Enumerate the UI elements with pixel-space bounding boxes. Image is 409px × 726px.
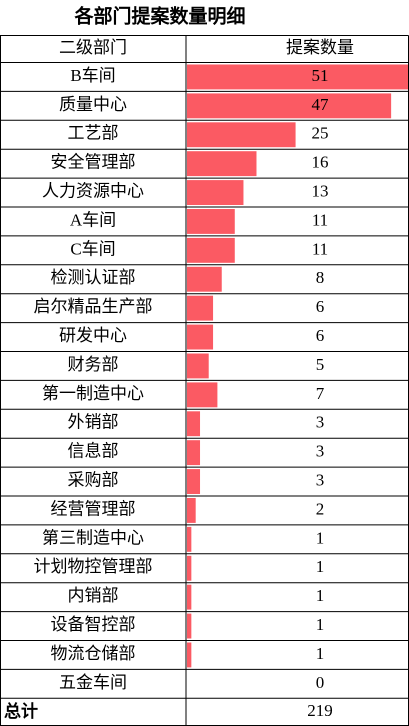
- count-cell: 25: [312, 124, 329, 143]
- count-cell: 5: [316, 355, 325, 374]
- data-bar: [187, 642, 192, 668]
- count-cell: 11: [312, 210, 328, 229]
- count-cell: 1: [316, 586, 325, 605]
- total-value: 219: [307, 701, 333, 720]
- dept-cell: 外销部: [68, 413, 119, 432]
- data-bar: [187, 526, 192, 552]
- data-bar: [187, 237, 235, 263]
- dept-cell: A车间: [70, 210, 116, 229]
- dept-cell: 信息部: [68, 442, 119, 461]
- count-cell: 1: [316, 615, 325, 634]
- dept-cell: 计划物控管理部: [34, 557, 153, 576]
- data-bar: [187, 324, 214, 350]
- data-bar: [187, 295, 214, 321]
- header-cell: 二级部门: [59, 38, 127, 57]
- data-bar: [187, 498, 196, 523]
- data-bar: [187, 382, 218, 408]
- data-bar: [187, 93, 392, 119]
- dept-cell: 采购部: [68, 470, 119, 489]
- dept-cell: 质量中心: [59, 95, 127, 114]
- count-cell: 8: [316, 268, 325, 287]
- data-bar: [187, 584, 192, 610]
- count-cell: 6: [316, 297, 325, 316]
- count-cell: 3: [316, 413, 325, 432]
- count-cell: 6: [316, 326, 325, 345]
- dept-cell: 启尔精品生产部: [34, 297, 153, 316]
- data-bar: [187, 180, 244, 205]
- data-bar: [187, 613, 192, 639]
- dept-cell: 人力资源中心: [42, 181, 144, 200]
- count-cell: 3: [316, 470, 325, 489]
- total-label: 总计: [4, 701, 38, 722]
- data-bar: [187, 440, 201, 466]
- count-cell: 1: [316, 644, 325, 663]
- dept-cell: 研发中心: [59, 326, 127, 345]
- dept-cell: 第三制造中心: [42, 528, 144, 547]
- dept-cell: 物流仓储部: [51, 644, 136, 663]
- dept-cell: 安全管理部: [51, 153, 136, 172]
- title: 各部门提案数量明细: [73, 5, 245, 28]
- count-cell: 7: [316, 384, 325, 403]
- dept-cell: 第一制造中心: [42, 384, 144, 403]
- dept-cell: 工艺部: [68, 124, 119, 143]
- count-cell: 16: [312, 153, 329, 172]
- dept-cell: 检测认证部: [51, 268, 136, 287]
- dept-cell: 五金车间: [59, 673, 127, 692]
- data-bar: [187, 151, 257, 177]
- data-bar: [187, 266, 222, 292]
- count-cell: 51: [312, 66, 329, 85]
- data-bar: [187, 209, 235, 234]
- count-cell: 1: [316, 528, 325, 547]
- dept-cell: B车间: [70, 66, 115, 85]
- data-bar: [187, 411, 201, 437]
- dept-cell: 经营管理部: [51, 499, 136, 518]
- dept-cell: 财务部: [68, 355, 119, 374]
- data-bar: [187, 122, 296, 148]
- count-cell: 11: [312, 239, 328, 258]
- count-cell: 0: [316, 673, 325, 692]
- data-bar: [187, 64, 409, 90]
- data-bar: [187, 353, 209, 379]
- data-bar: [187, 555, 192, 581]
- header-cell: 提案数量: [286, 38, 354, 57]
- data-bar: [187, 469, 201, 494]
- count-cell: 2: [316, 499, 325, 518]
- count-cell: 47: [312, 95, 330, 114]
- dept-cell: 设备智控部: [51, 615, 136, 634]
- dept-cell: 内销部: [68, 586, 119, 605]
- dept-cell: C车间: [70, 239, 115, 258]
- count-cell: 13: [312, 181, 329, 200]
- count-cell: 1: [316, 557, 325, 576]
- count-cell: 3: [316, 442, 325, 461]
